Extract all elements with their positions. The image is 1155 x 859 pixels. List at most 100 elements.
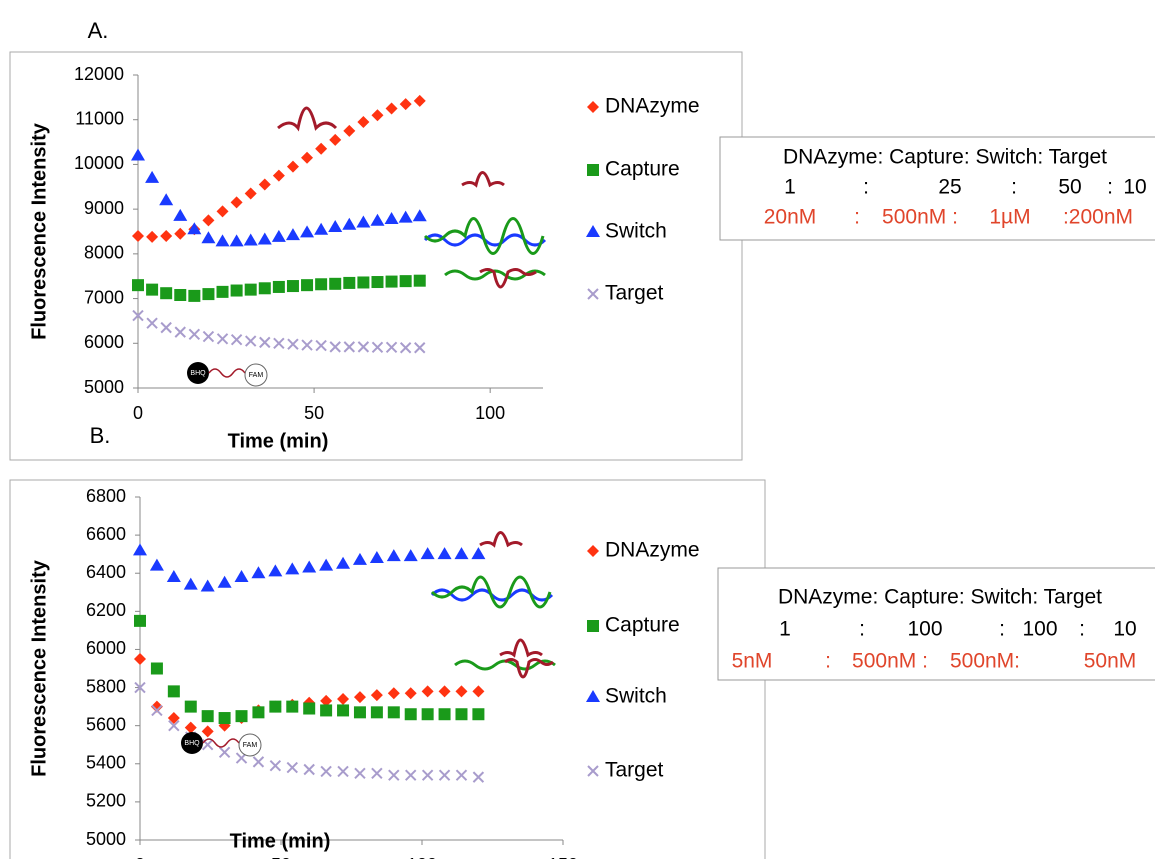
marker <box>302 560 317 573</box>
marker <box>371 109 384 122</box>
legend-marker <box>587 164 599 176</box>
quencher <box>181 732 203 754</box>
marker <box>369 550 384 563</box>
marker-stroke <box>146 317 158 329</box>
marker <box>357 276 370 289</box>
marker <box>285 228 300 241</box>
ratio-cell: 25 <box>938 176 961 199</box>
y-tick-label: 5800 <box>86 676 126 696</box>
ratio-cell: : <box>1011 176 1017 199</box>
legend-marker <box>586 690 600 702</box>
concentration-cell: 500nM: <box>950 650 1020 673</box>
ratio-header: DNAzyme: Capture: Switch: Target <box>778 586 1102 609</box>
marker <box>146 230 159 243</box>
ratio-cell: 1 <box>784 176 796 199</box>
marker-stroke <box>160 321 172 334</box>
marker <box>230 196 243 209</box>
marker <box>303 763 315 776</box>
marker <box>287 338 299 350</box>
marker <box>471 547 486 560</box>
marker <box>174 288 187 301</box>
ratio-cell: 10 <box>1123 176 1146 199</box>
marker-stroke <box>385 341 398 354</box>
marker <box>201 725 214 738</box>
legend-marker <box>587 545 599 557</box>
marker <box>472 771 485 783</box>
legend-marker <box>587 765 599 777</box>
marker <box>354 767 366 780</box>
marker <box>187 222 202 235</box>
marker <box>421 769 434 781</box>
x-tick-label: 0 <box>135 855 145 859</box>
marker <box>337 692 350 705</box>
marker <box>200 579 215 592</box>
marker-stroke <box>587 288 599 300</box>
legend-marker <box>587 620 599 632</box>
panel-label: B. <box>90 423 111 448</box>
marker <box>438 685 451 698</box>
marker <box>315 339 327 352</box>
marker <box>414 342 426 354</box>
ratio-cell: 50 <box>1058 176 1081 199</box>
concentration-cell: 1µM <box>989 206 1030 229</box>
marker <box>286 700 299 713</box>
marker <box>168 719 180 732</box>
marker <box>202 214 215 227</box>
marker <box>319 558 334 571</box>
marker <box>134 652 146 665</box>
marker <box>314 222 329 235</box>
linker <box>202 738 240 748</box>
marker <box>202 288 215 301</box>
marker <box>268 564 283 577</box>
marker <box>437 547 452 560</box>
marker <box>218 746 231 759</box>
marker <box>167 712 180 725</box>
marker <box>357 115 370 128</box>
marker <box>353 691 366 704</box>
marker <box>370 689 383 702</box>
marker <box>412 209 427 222</box>
marker <box>315 278 328 291</box>
marker <box>387 687 400 700</box>
marker-stroke <box>357 341 370 353</box>
marker-stroke <box>438 769 451 781</box>
marker <box>145 170 160 183</box>
marker <box>370 706 383 719</box>
panel-label: A. <box>88 18 109 43</box>
marker <box>273 337 285 349</box>
marker <box>300 225 315 238</box>
marker <box>320 765 332 778</box>
marker-stroke <box>230 334 243 346</box>
marker <box>387 706 400 719</box>
y-tick-label: 6800 <box>86 486 126 506</box>
y-tick-label: 5000 <box>84 377 124 397</box>
marker <box>216 205 229 218</box>
marker <box>421 685 434 698</box>
marker <box>244 187 257 200</box>
marker-stroke <box>286 761 298 774</box>
marker <box>404 708 417 721</box>
y-tick-label: 12000 <box>74 64 124 84</box>
x-tick-label: 0 <box>133 403 143 423</box>
marker <box>160 321 172 334</box>
marker <box>184 721 197 734</box>
concentration-cell: : <box>825 650 831 673</box>
marker <box>188 328 201 341</box>
marker <box>230 284 243 297</box>
ratio-cell: : <box>999 618 1005 641</box>
marker <box>357 341 370 353</box>
marker <box>385 102 398 115</box>
marker-stroke <box>132 309 144 322</box>
legend-label: Target <box>605 759 664 782</box>
marker-stroke <box>371 767 383 780</box>
marker <box>329 133 342 146</box>
y-tick-label: 6400 <box>86 562 126 582</box>
marker <box>455 769 468 781</box>
marker <box>413 274 426 287</box>
marker <box>399 275 412 288</box>
ratio-cell: : <box>1079 618 1085 641</box>
marker <box>320 694 333 707</box>
marker <box>343 276 356 289</box>
marker <box>251 566 266 579</box>
marker <box>405 769 417 781</box>
